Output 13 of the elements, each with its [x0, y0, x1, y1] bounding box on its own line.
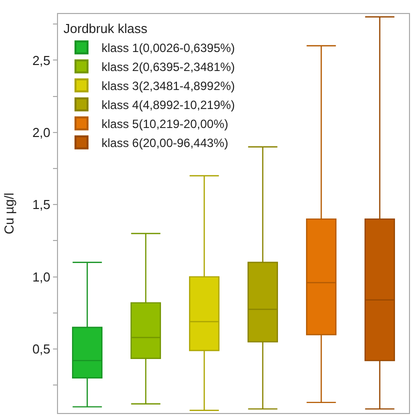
y-axis-title: Cu µg/l	[1, 192, 16, 234]
y-tick-label: 0,5	[32, 342, 50, 357]
legend-label: klass 1(0,0026-0,6395%)	[102, 41, 235, 56]
y-tick-label: 2,0	[32, 124, 50, 140]
legend-label: klass 3(2,3481-4,8992%)	[102, 79, 235, 94]
legend-title: Jordbruk klass	[64, 20, 148, 36]
y-tick-label: 1,0	[32, 269, 50, 284]
y-tick-label: 1,5	[32, 197, 50, 212]
legend-label: klass 2(0,6395-2,3481%)	[102, 60, 235, 74]
legend-label: klass 4(4,8992-10,219%)	[102, 98, 235, 112]
y-tick-label: 2,5	[32, 52, 50, 68]
legend-label: klass 5(10,219-20,00%)	[102, 117, 228, 132]
legend-label: klass 6(20,00-96,443%)	[102, 136, 228, 150]
